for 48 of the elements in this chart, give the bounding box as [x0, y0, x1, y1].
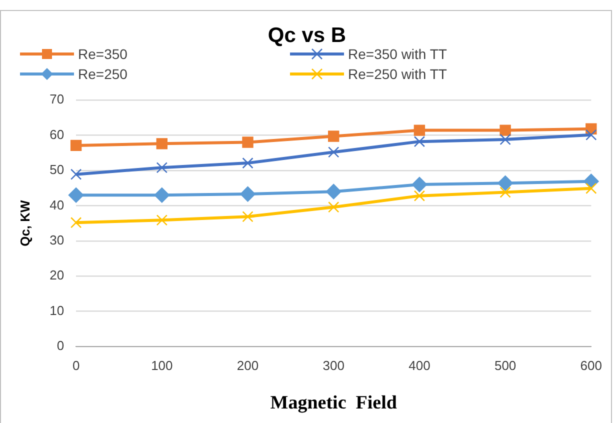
point [586, 129, 597, 140]
point [70, 140, 82, 152]
point [70, 216, 82, 228]
point [586, 182, 597, 194]
point [154, 187, 170, 203]
point [156, 138, 168, 150]
point [242, 211, 254, 222]
legend-label: Re=350 with TT [348, 46, 447, 62]
legend-label: Re=250 [78, 66, 128, 82]
point [328, 146, 340, 158]
point [414, 124, 426, 136]
x-axis-title: Magnetic Field [270, 392, 398, 414]
point [500, 186, 511, 198]
y-tick-label: 10 [50, 302, 64, 318]
point [68, 187, 84, 203]
point [70, 168, 82, 180]
point [414, 190, 426, 202]
legend-label: Re=250 with TT [348, 66, 447, 82]
x-tick-label: 200 [236, 358, 259, 373]
point [326, 184, 342, 200]
x-tick-label: 300 [322, 358, 344, 373]
point [328, 130, 340, 142]
x-tick-label: 400 [408, 358, 430, 373]
point [414, 136, 426, 148]
point [498, 175, 513, 191]
point [156, 214, 168, 226]
point [500, 124, 511, 136]
point [240, 186, 256, 202]
y-tick-label: 70 [50, 92, 64, 107]
x-tick-label: 0 [72, 358, 80, 373]
point [242, 136, 254, 148]
point [500, 134, 511, 146]
x-tick-label: 600 [580, 358, 602, 373]
y-tick-label: 0 [56, 338, 64, 354]
point [242, 157, 254, 169]
x-tick-label: 500 [494, 358, 516, 373]
point [156, 162, 168, 174]
y-tick-label: 50 [50, 162, 64, 178]
chart-title: Qc vs B [268, 24, 346, 47]
y-tick-label: 40 [50, 197, 64, 212]
point [328, 201, 340, 213]
y-tick-label: 30 [50, 232, 64, 248]
x-tick-label: 100 [151, 358, 173, 373]
point [412, 176, 428, 192]
y-tick-label: 20 [50, 268, 64, 283]
y-axis-title: Qc, KW [17, 199, 32, 246]
legend-label: Re=350 [78, 46, 128, 62]
y-tick-label: 60 [50, 126, 64, 142]
